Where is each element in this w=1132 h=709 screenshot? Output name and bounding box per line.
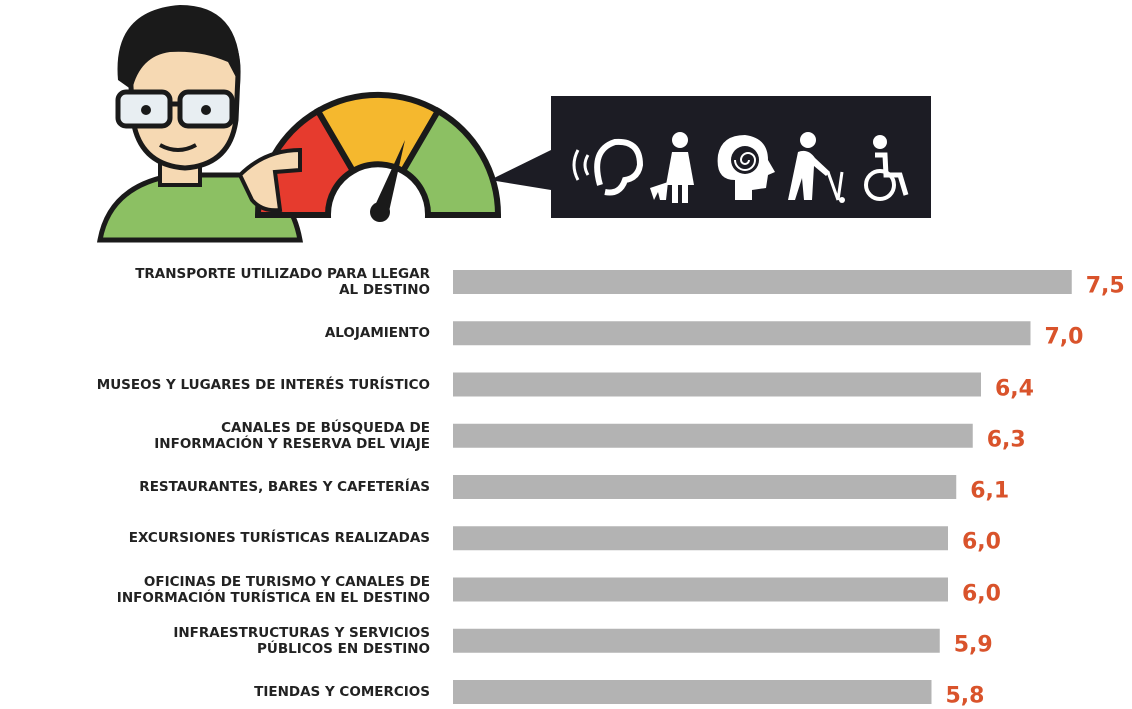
bar [453,629,940,653]
category-label: TRANSPORTE UTILIZADO PARA LLEGAR AL DEST… [0,266,430,298]
bar [453,321,1031,345]
bar [453,270,1072,294]
value-label: 6,1 [970,479,1009,504]
bar [453,526,948,550]
bar [453,680,932,704]
category-label: OFICINAS DE TURISMO Y CANALES DE INFORMA… [0,574,430,606]
page: {"chart_data": {"type": "bar", "orientat… [0,0,1132,705]
category-label: CANALES DE BÚSQUEDA DE INFORMACIÓN Y RES… [0,420,430,452]
bar [453,424,973,448]
bar [453,475,956,499]
bar [453,373,981,397]
value-label: 7,0 [1045,325,1084,350]
value-label: 5,9 [954,632,993,657]
value-label: 6,0 [962,581,1001,606]
bar [453,578,948,602]
category-label: INFRAESTRUCTURAS Y SERVICIOS PÚBLICOS EN… [0,625,430,657]
value-label: 6,0 [962,530,1001,555]
category-label: ALOJAMIENTO [0,325,430,341]
value-label: 6,4 [995,376,1034,401]
value-label: 7,5 [1086,274,1125,299]
value-label: 6,3 [987,427,1026,452]
illustration [100,5,931,240]
category-label: RESTAURANTES, BARES Y CAFETERÍAS [0,479,430,495]
category-label: EXCURSIONES TURÍSTICAS REALIZADAS [0,530,430,546]
category-label: MUSEOS Y LUGARES DE INTERÉS TURÍSTICO [0,377,430,393]
category-label: TIENDAS Y COMERCIOS [0,684,430,700]
